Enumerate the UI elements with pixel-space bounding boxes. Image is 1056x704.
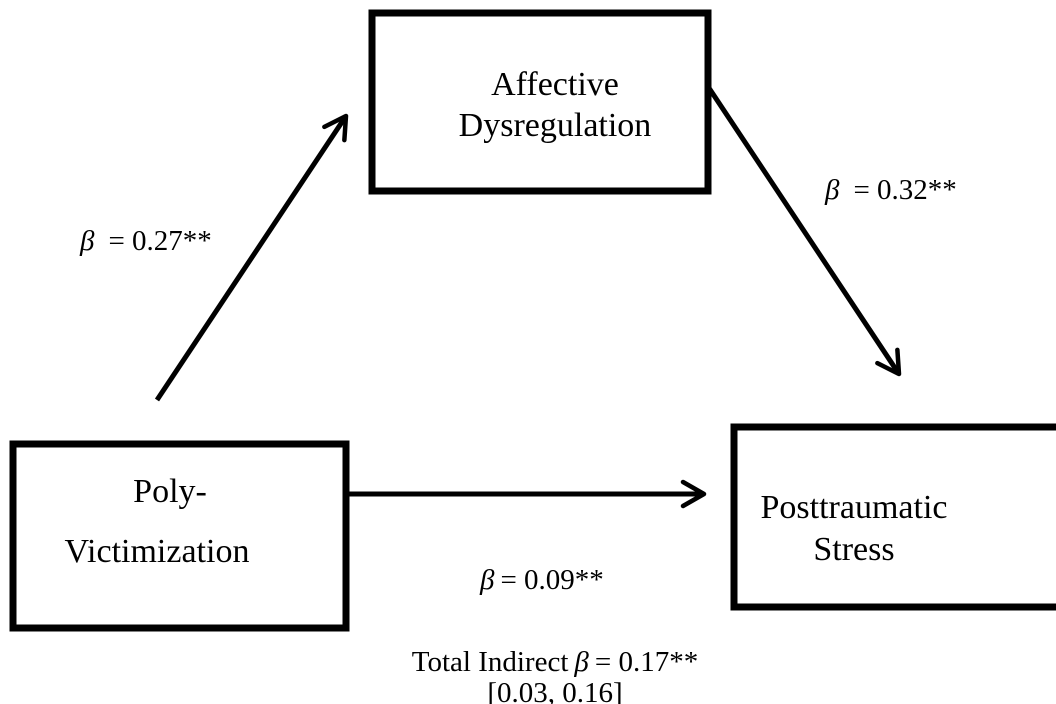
coefficient: = 0.32** (853, 174, 956, 206)
node-label: Stress (813, 531, 894, 568)
edge-label: β = 0.09** (479, 564, 604, 596)
node-label: Poly- (133, 473, 207, 510)
node-box (9, 440, 350, 632)
beta: β (79, 225, 95, 257)
edge-label: β = 0.27** (79, 225, 212, 257)
interval: [0.03, 0.16] (487, 677, 622, 704)
beta: β (824, 174, 840, 206)
total-indirect: Total Indirect β = 0.17** (412, 646, 698, 678)
node-label: Affective (491, 66, 619, 103)
beta: β (573, 646, 589, 678)
coefficient: = 0.17** (595, 646, 698, 678)
node-label: Dysregulation (459, 107, 652, 144)
node-box (730, 423, 1056, 611)
arrow (706, 86, 902, 377)
node-label: Victimization (65, 533, 250, 570)
arrow (154, 113, 349, 402)
total-prefix: Total Indirect (412, 646, 569, 678)
coefficient: = 0.27** (108, 225, 211, 257)
edge-label: β = 0.32** (824, 174, 957, 206)
node-box (368, 9, 712, 195)
coefficient: = 0.09** (500, 564, 603, 596)
beta: β (479, 564, 495, 596)
node-label: Posttraumatic (761, 489, 948, 526)
